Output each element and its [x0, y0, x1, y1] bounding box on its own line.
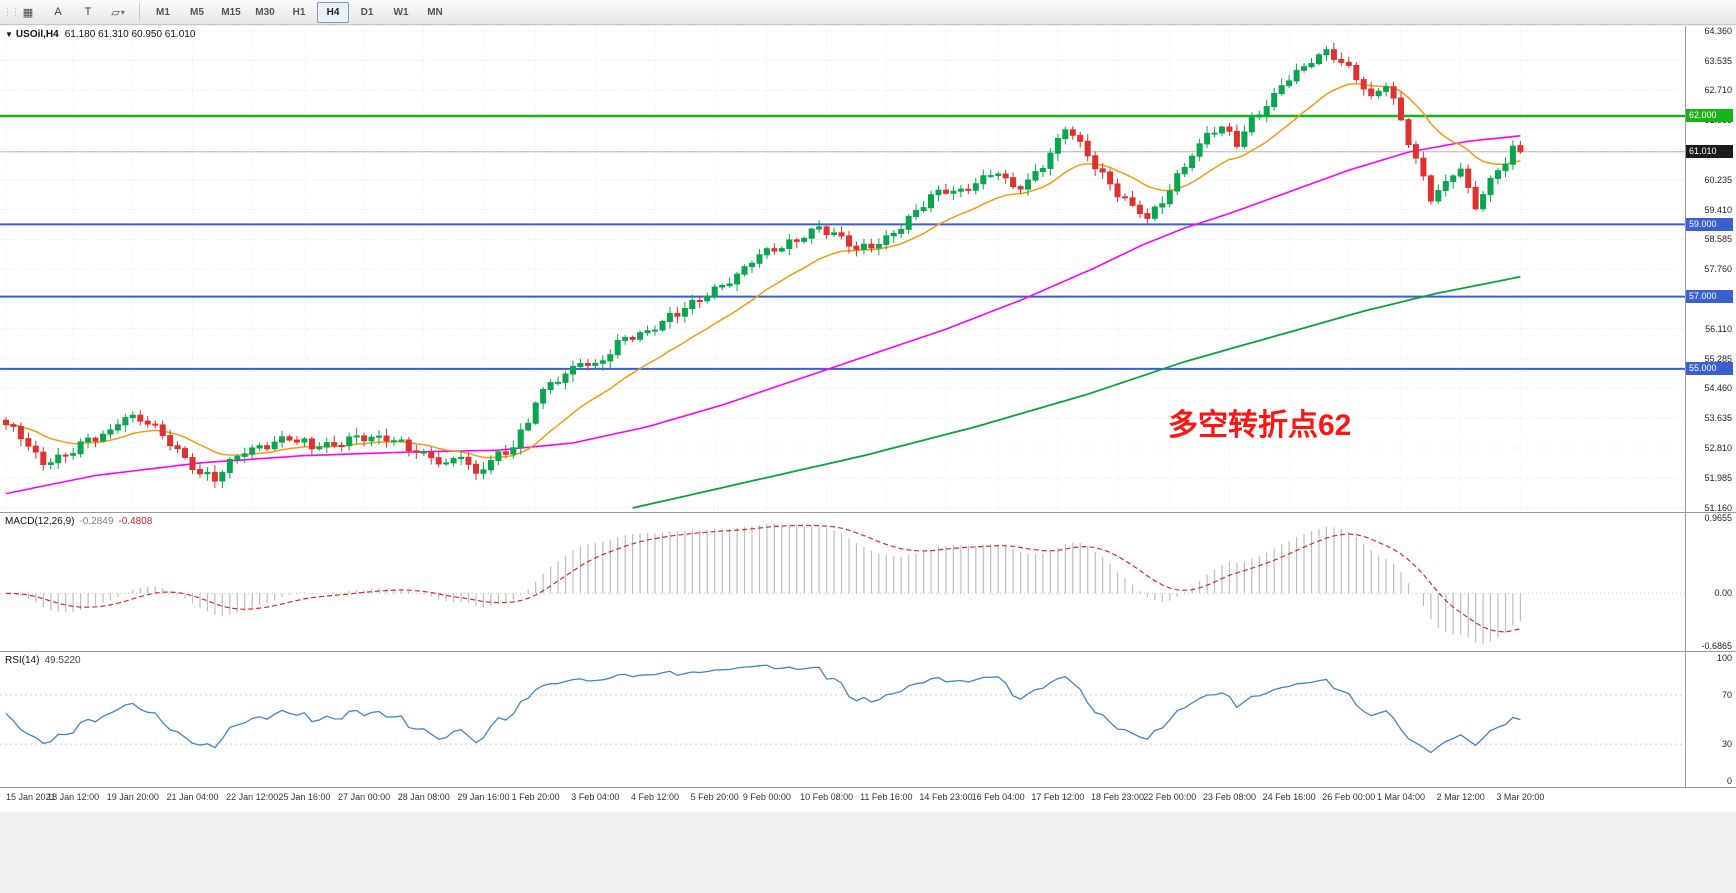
- time-axis-label: 22 Jan 12:00: [226, 792, 279, 802]
- price-axis-label: 63.535: [1704, 55, 1732, 66]
- pane-splitter-main-macd[interactable]: [0, 512, 1736, 513]
- price-axis-label: 59.410: [1704, 204, 1732, 215]
- drawing-tool-buttons: ▦ A T ▱ ▾: [13, 1, 133, 23]
- price-axis-label: 57.760: [1704, 264, 1732, 275]
- symbol-period-label: USOil,H4: [15, 29, 59, 40]
- rsi-name: RSI(14): [5, 655, 40, 666]
- time-axis-label: 15 Jan 2021: [6, 792, 56, 802]
- macd-label: MACD(12,26,9) -0.2849 -0.4808: [5, 516, 152, 527]
- price-axis-border: [1685, 26, 1686, 788]
- shapes-tool-icon[interactable]: ▱ ▾: [111, 6, 125, 19]
- time-axis-label: 17 Feb 12:00: [1031, 792, 1085, 802]
- price-axis-label: 55.285: [1704, 353, 1732, 364]
- time-axis-label: 28 Jan 08:00: [397, 792, 450, 802]
- time-axis-label: 11 Feb 16:00: [860, 792, 913, 802]
- chart-symbol-title[interactable]: ▼ USOil,H4 61.180 61.310 60.950 61.010: [5, 29, 195, 40]
- macd-main-value: -0.2849: [79, 516, 114, 527]
- time-axis-label: 14 Feb 23:00: [919, 792, 973, 802]
- timeframe-button-M15[interactable]: M15: [221, 6, 241, 18]
- macd-axis-label: 0.00: [1714, 588, 1732, 598]
- hline-price-badge-55.000[interactable]: 55.000: [1686, 362, 1733, 376]
- pane-splitter-rsi-time[interactable]: [0, 787, 1736, 788]
- time-axis-label: 27 Jan 00:00: [338, 792, 391, 802]
- price-axis-label: 51.985: [1704, 472, 1732, 483]
- time-axis-label: 26 Feb 00:00: [1322, 792, 1376, 802]
- time-axis-label: 25 Jan 16:00: [278, 792, 331, 802]
- hline-price-badge-59.000[interactable]: 59.000: [1686, 217, 1733, 231]
- pane-splitter-macd-rsi[interactable]: [0, 651, 1736, 652]
- price-axis-label: 64.360: [1704, 25, 1732, 36]
- text-tool-icon[interactable]: T: [84, 6, 92, 18]
- time-axis[interactable]: 15 Jan 2021 18 Jan 12:00 19 Jan 20:00 21 Ja…: [0, 788, 1736, 812]
- timeframe-button-M5[interactable]: M5: [190, 6, 204, 18]
- price-axis-label: 62.710: [1704, 85, 1732, 96]
- time-axis-label: 18 Feb 23:00: [1091, 792, 1145, 802]
- price-axis-label: 60.235: [1704, 174, 1732, 185]
- time-axis-label: 4 Feb 12:00: [630, 792, 680, 802]
- text-label-icon[interactable]: A: [54, 6, 62, 18]
- macd-axis-label: -0.6865: [1701, 641, 1732, 651]
- timeframe-button-MN[interactable]: MN: [427, 6, 443, 18]
- time-axis-label: 19 Jan 20:00: [106, 792, 159, 802]
- chart-grid-icon[interactable]: ▦: [22, 6, 34, 19]
- macd-indicator-chart[interactable]: [0, 513, 1685, 651]
- rsi-axis-label: 100: [1716, 653, 1732, 663]
- toolbar: ⋮⋮ ▦ A T ▱ ▾ M1 M5 M15 M30 H1 H4 D1 W1 MN: [0, 0, 1736, 25]
- time-axis-label: 3 Mar 20:00: [1496, 792, 1545, 802]
- rsi-axis-label: 70: [1721, 689, 1732, 700]
- price-axis-label: 51.160: [1704, 502, 1732, 513]
- macd-signal-value: -0.4808: [118, 516, 153, 527]
- hline-price-badge-62.000[interactable]: 62.000: [1686, 109, 1733, 123]
- timeframe-button-M1[interactable]: M1: [156, 6, 170, 18]
- time-axis-label: 1 Mar 04:00: [1377, 792, 1426, 802]
- time-axis-label: 23 Feb 08:00: [1202, 792, 1256, 802]
- chart-annotation-text[interactable]: 多空转折点62: [1168, 409, 1352, 442]
- price-axis-label: 52.810: [1704, 443, 1732, 454]
- price-axis-label: 56.110: [1705, 323, 1732, 334]
- time-axis-label: 21 Jan 04:00: [166, 792, 219, 802]
- window-background: [0, 812, 1736, 893]
- macd-axis-label: 0.9655: [1704, 513, 1732, 523]
- macd-name: MACD(12,26,9): [5, 516, 75, 527]
- time-axis-label: 5 Feb 20:00: [690, 792, 739, 802]
- timeframe-button-H4[interactable]: H4: [317, 1, 349, 23]
- time-axis-label: 2 Mar 12:00: [1436, 792, 1485, 802]
- price-axis-label: 54.460: [1704, 383, 1732, 394]
- time-axis-label: 3 Feb 04:00: [571, 792, 620, 802]
- rsi-axis-label: 0: [1726, 776, 1732, 786]
- time-axis-label: 1 Feb 20:00: [511, 792, 560, 802]
- price-axis-label: 58.585: [1704, 234, 1732, 245]
- time-axis-label: 22 Feb 00:00: [1143, 792, 1197, 802]
- time-axis-label: 16 Feb 04:00: [971, 792, 1025, 802]
- timeframe-button-M30[interactable]: M30: [255, 6, 275, 18]
- rsi-value: 49.5220: [44, 655, 81, 666]
- price-axis-label: 53.635: [1704, 413, 1732, 424]
- timeframe-button-H1[interactable]: H1: [292, 6, 306, 18]
- last-price-badge: 61.010: [1686, 145, 1733, 159]
- toolbar-separator: [139, 3, 140, 21]
- time-axis-label: 29 Jan 16:00: [457, 792, 510, 802]
- rsi-label: RSI(14) 49.5220: [5, 655, 81, 666]
- ohlc-values: 61.180 61.310 60.950 61.010: [64, 29, 196, 40]
- time-axis-label: 18 Jan 12:00: [47, 792, 100, 802]
- hline-price-badge-57.000[interactable]: 57.000: [1686, 290, 1733, 304]
- price-pane-chart[interactable]: [0, 26, 1685, 512]
- timeframe-button-W1[interactable]: W1: [393, 6, 409, 18]
- time-axis-label: 10 Feb 08:00: [800, 792, 854, 802]
- time-axis-label: 24 Feb 16:00: [1262, 792, 1316, 802]
- toolbar-drag-handle[interactable]: ⋮⋮: [3, 6, 20, 17]
- rsi-indicator-chart[interactable]: [0, 652, 1685, 787]
- rsi-axis-label: 30: [1721, 739, 1732, 750]
- time-axis-label: 9 Feb 00:00: [742, 792, 791, 802]
- chart-window: ▼ USOil,H4 61.180 61.310 60.950 61.010 多空转…: [0, 26, 1736, 812]
- timeframe-buttons: M1 M5 M15 M30 H1 H4 D1 W1 MN: [146, 1, 452, 23]
- dropdown-caret-icon: ▾: [120, 7, 125, 17]
- timeframe-button-D1[interactable]: D1: [360, 6, 374, 18]
- chevron-down-icon[interactable]: ▼: [5, 30, 13, 39]
